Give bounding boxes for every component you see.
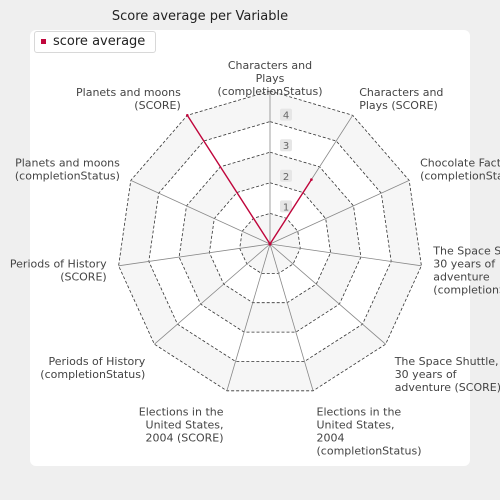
grid-ring bbox=[208, 182, 332, 304]
axis-label: Periods of History (completionStatus) bbox=[40, 355, 146, 381]
axis-label: Planets and moons (SCORE) bbox=[76, 86, 181, 112]
grid-ring bbox=[239, 212, 301, 274]
data-point bbox=[186, 114, 189, 117]
axis-label: Elections in the United States, 2004 (compl… bbox=[317, 405, 422, 457]
axis-label: Chocolate Factory(completionStatus) bbox=[420, 157, 500, 183]
axis-spoke bbox=[269, 243, 422, 267]
legend-label: score average bbox=[53, 34, 146, 49]
tick-label: 4 bbox=[283, 111, 289, 122]
tick-label: 3 bbox=[283, 141, 289, 152]
axis-spoke bbox=[269, 243, 386, 345]
axis-spoke bbox=[269, 243, 314, 391]
legend[interactable]: score average bbox=[34, 31, 157, 53]
axis-label: The Space Shuttle,30 years ofadventure(c… bbox=[432, 245, 500, 297]
axis-label: Characters and Plays (SCORE) bbox=[359, 86, 443, 112]
data-point bbox=[268, 242, 272, 246]
tick-label-bg bbox=[280, 200, 292, 213]
axis-spoke bbox=[130, 180, 271, 245]
grid-ring bbox=[148, 121, 392, 362]
tick-label-bg bbox=[280, 108, 292, 121]
axis-label: Planets and moons (completionStatus) bbox=[15, 157, 120, 183]
axis-label: Periods of History (SCORE) bbox=[10, 258, 107, 284]
chart-title: Score average per Variable bbox=[111, 9, 289, 24]
data-point bbox=[310, 178, 313, 181]
axis-spoke bbox=[118, 243, 271, 267]
grid-ring bbox=[118, 90, 422, 392]
axis-spoke bbox=[226, 243, 271, 391]
tick-label-bg bbox=[280, 139, 292, 152]
axis-spoke bbox=[269, 180, 410, 245]
axis-label: The Space Shuttle, 30 years of adventure (… bbox=[394, 355, 500, 394]
tick-label: 1 bbox=[283, 202, 289, 213]
axis-label: Characters and Plays (completionStatus) bbox=[217, 59, 322, 98]
axis-label: Elections in the United States, 2004 (SCOR… bbox=[139, 405, 224, 444]
tick-label: 2 bbox=[283, 172, 289, 183]
legend-swatch bbox=[41, 39, 46, 44]
axis-spoke bbox=[154, 243, 271, 345]
tick-label-bg bbox=[280, 169, 292, 182]
